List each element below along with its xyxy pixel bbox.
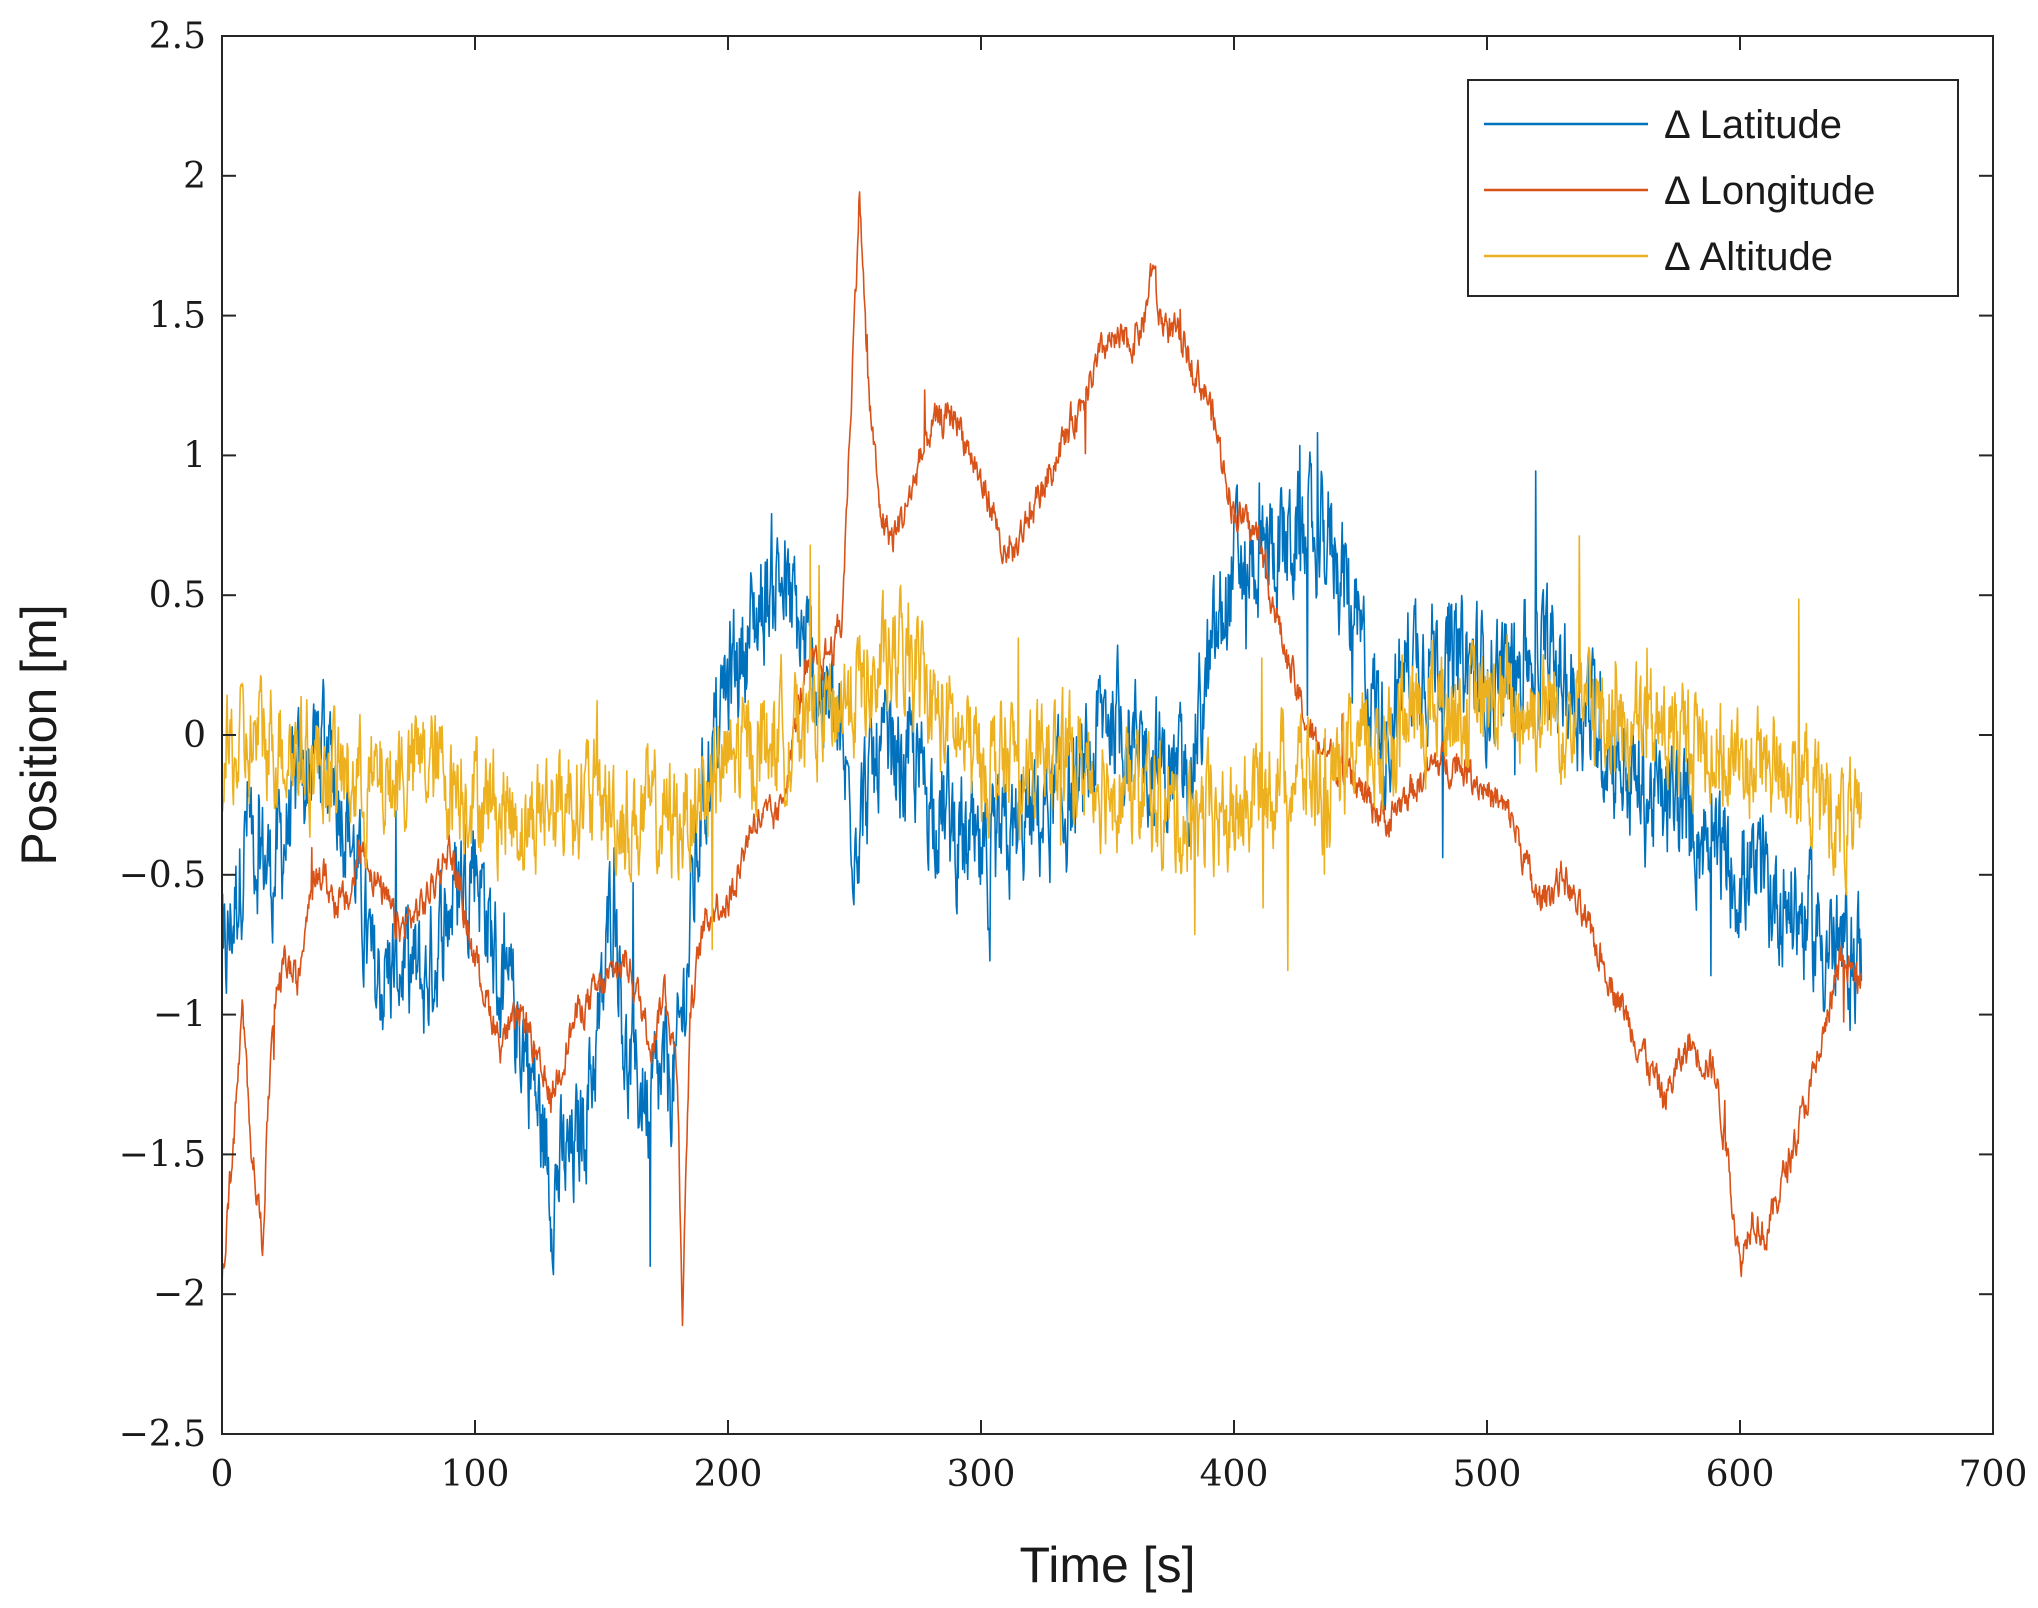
legend-label-0: Δ Latitude [1664, 103, 1842, 147]
axis-ticks [221, 35, 1994, 1435]
x-tick-label: 0 [211, 1454, 234, 1495]
x-tick-label: 200 [694, 1454, 763, 1495]
x-tick-label: 700 [1959, 1454, 2028, 1495]
series-line-2 [221, 535, 1863, 972]
x-tick-label: 500 [1453, 1454, 1522, 1495]
y-tick-label: 1.5 [149, 296, 206, 337]
x-tick-label: 600 [1706, 1454, 1775, 1495]
y-tick-label: −1 [153, 995, 206, 1036]
y-tick-label: 0.5 [149, 575, 206, 616]
x-axis-label: Time [s] [1020, 1537, 1196, 1593]
legend: Δ Latitude Δ Longitude Δ Altitude [1467, 79, 1959, 297]
y-tick-label: −1.5 [119, 1134, 206, 1175]
y-tick-label: 2.5 [149, 16, 206, 57]
x-tick-label: 100 [441, 1454, 510, 1495]
legend-items: Δ Latitude Δ Longitude Δ Altitude [1484, 103, 1875, 279]
y-tick-label: −0.5 [119, 855, 206, 896]
y-tick-label: 2 [183, 156, 206, 197]
x-tick-label: 400 [1200, 1454, 1269, 1495]
x-tick-labels: 0 100 200 300 400 500 600 700 [211, 1454, 2028, 1495]
y-tick-label: −2.5 [119, 1414, 206, 1455]
y-tick-labels: −2.5 −2 −1.5 −1 −0.5 0 0.5 1 1.5 2 2.5 [119, 16, 206, 1455]
legend-label-1: Δ Longitude [1664, 169, 1875, 213]
y-tick-label: −2 [153, 1274, 206, 1315]
y-axis-label: Position [m] [11, 604, 67, 865]
x-tick-label: 300 [947, 1454, 1016, 1495]
series-line-1 [221, 191, 1863, 1327]
series-line-0 [221, 431, 1863, 1276]
legend-box [1467, 79, 1959, 297]
series-layer [221, 191, 1863, 1327]
y-tick-label: 0 [183, 715, 206, 756]
y-tick-label: 1 [183, 435, 206, 476]
legend-label-2: Δ Altitude [1664, 235, 1833, 279]
